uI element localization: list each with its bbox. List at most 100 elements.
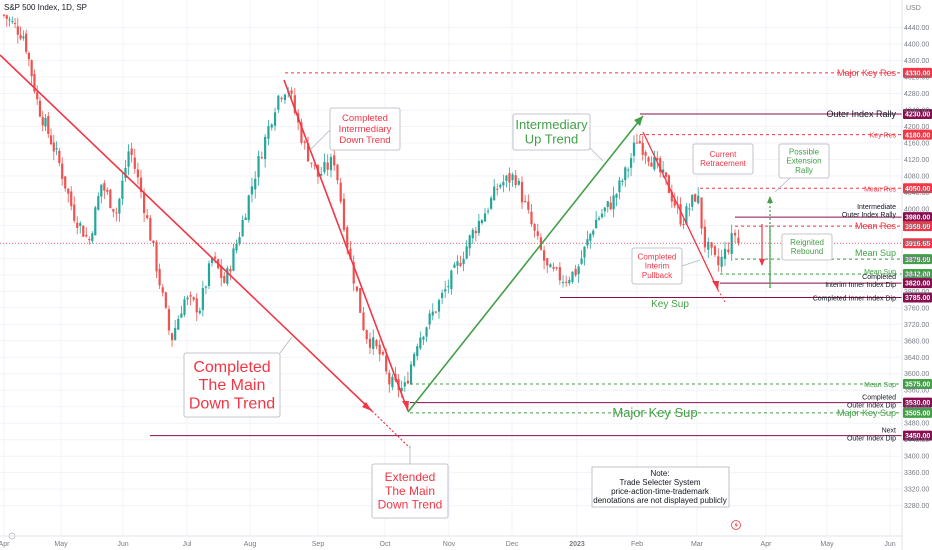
y-tick-label: 4160.00 <box>904 140 929 147</box>
candle-body <box>659 158 662 173</box>
callout-current-retracement-text: Retracement <box>700 159 747 168</box>
candle-body <box>143 192 146 214</box>
candle-body <box>226 268 229 284</box>
candle-body <box>406 380 410 384</box>
candle-body <box>27 52 30 60</box>
candle-body <box>250 186 254 195</box>
y-tick-label: 3280.00 <box>904 503 929 510</box>
candle-body <box>64 176 67 189</box>
callout-extension-rally-bg <box>778 143 830 179</box>
candle-body <box>267 126 270 139</box>
candle-body <box>621 180 624 182</box>
candle-body <box>546 258 549 266</box>
candle-body <box>609 202 612 210</box>
callout-extended-down-text: The Main <box>385 484 435 498</box>
candle-body <box>88 238 91 241</box>
callout-pointer <box>774 177 791 193</box>
candle-body <box>440 292 444 299</box>
candle-body <box>204 286 208 288</box>
candle-body <box>474 230 477 234</box>
y-tick-label: 3520.00 <box>904 404 929 411</box>
y-tick-label: 3560.00 <box>904 388 929 395</box>
candle-body <box>365 330 368 340</box>
level-label: Completed Outer Index Dip <box>847 395 896 410</box>
candle-body <box>238 237 241 244</box>
level-price-tag-text: 3842.00 <box>905 272 930 279</box>
candle-body <box>580 258 583 264</box>
callout-intermediary-down-text: Completed <box>342 113 388 124</box>
callout-extension-rally-text: Possible <box>789 147 820 156</box>
y-tick-label: 4440.00 <box>904 25 929 32</box>
candle-body <box>5 15 8 19</box>
candle-body <box>431 311 434 316</box>
level-price-tag <box>903 183 932 194</box>
candle-body <box>277 95 280 110</box>
candle-body <box>595 219 598 229</box>
candle-body <box>25 33 28 52</box>
level-label: Completed Inner Index Dip <box>813 295 896 302</box>
level-label: Major Key Sup <box>837 408 896 418</box>
callout-interim-pullback-text: Interim <box>645 262 670 271</box>
candle-body <box>198 310 201 314</box>
candle-body <box>468 235 471 249</box>
candle-body <box>136 169 139 178</box>
candle-body <box>700 197 703 229</box>
candle-body <box>161 287 164 293</box>
candle-body <box>586 239 589 246</box>
lightning-icon <box>731 520 741 530</box>
candle-body <box>36 92 39 100</box>
candle-body <box>641 142 644 155</box>
level-price-tag-text: 3958.00 <box>905 224 930 231</box>
level-label: Key Res <box>870 133 897 140</box>
candle-body <box>422 336 425 340</box>
candle-body <box>152 240 155 244</box>
candle-body <box>290 90 293 94</box>
candle-body <box>19 35 22 39</box>
y-tick-label: 3360.00 <box>904 470 929 477</box>
candle-body <box>300 122 303 143</box>
candle-body <box>493 186 496 201</box>
candle-body <box>612 195 615 210</box>
candle-body <box>273 112 277 126</box>
level-label: Mean Res <box>864 186 896 193</box>
callout-main-down-text: Down Trend <box>189 396 275 413</box>
callout-intermediary-up-bg <box>512 113 591 151</box>
candle-body <box>223 275 226 283</box>
candle-body <box>670 191 673 202</box>
candle-body <box>244 217 247 221</box>
candle-body <box>170 333 174 341</box>
level-price-tag-text: 3980.00 <box>905 215 930 222</box>
candle-body <box>112 209 115 212</box>
candle-body <box>480 220 484 224</box>
candle-body <box>552 266 555 269</box>
x-tick-label: Oct <box>380 541 391 548</box>
arrowhead <box>759 259 765 266</box>
candle-body <box>635 142 638 144</box>
candle-body <box>264 136 267 160</box>
currency-label: USD <box>906 5 921 12</box>
candle-body <box>79 223 82 226</box>
level-label: Mean Sup <box>864 382 896 389</box>
candle-body <box>496 188 499 190</box>
level-price-tag-text: 4180.00 <box>905 132 930 139</box>
candle-body <box>465 246 468 259</box>
candle-body <box>320 173 323 176</box>
candle-body <box>391 376 394 388</box>
candle-body <box>232 248 235 271</box>
candle-body <box>650 162 653 167</box>
level-price-tag <box>903 379 932 390</box>
candle-body <box>346 227 349 249</box>
level-price-tag <box>903 67 932 78</box>
candle-body <box>115 212 118 214</box>
level-label: Major Key Res <box>837 68 897 78</box>
candle-body <box>589 233 592 241</box>
level-price-tag <box>903 238 932 249</box>
candle-body <box>310 162 313 164</box>
candle-body <box>444 289 447 292</box>
candle-body <box>38 100 42 117</box>
